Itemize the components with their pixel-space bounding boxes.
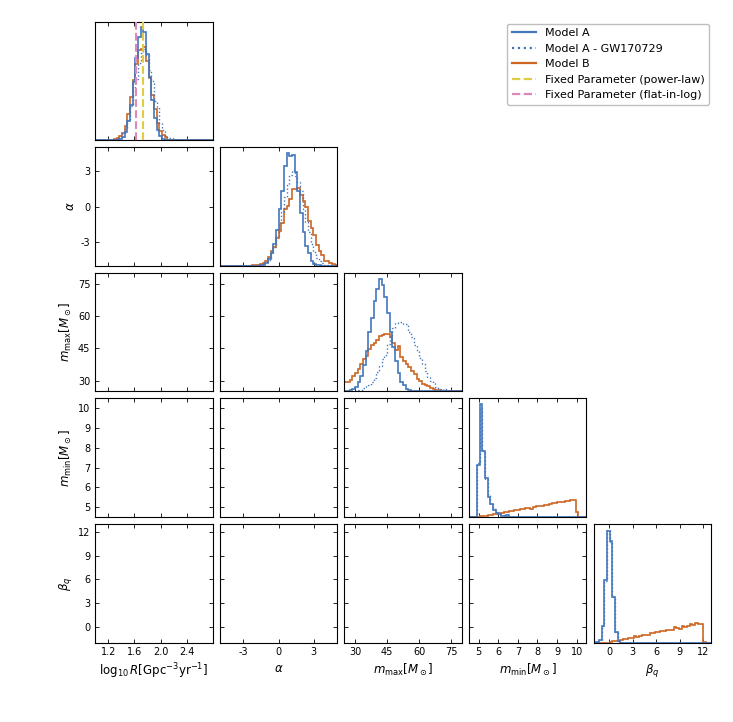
X-axis label: $\alpha$: $\alpha$	[274, 661, 284, 674]
Y-axis label: $m_{\mathrm{min}}[M_\odot]$: $m_{\mathrm{min}}[M_\odot]$	[58, 429, 74, 487]
X-axis label: $\beta_q$: $\beta_q$	[645, 661, 660, 679]
Legend: Model A, Model A - GW170729, Model B, Fixed Parameter (power-law), Fixed Paramet: Model A, Model A - GW170729, Model B, Fi…	[507, 24, 709, 105]
Y-axis label: $\beta_q$: $\beta_q$	[57, 576, 74, 591]
X-axis label: $\log_{10} R[\mathrm{Gpc}^{-3}\mathrm{yr}^{-1}]$: $\log_{10} R[\mathrm{Gpc}^{-3}\mathrm{yr…	[100, 661, 209, 682]
Y-axis label: $m_{\mathrm{max}}[M_\odot]$: $m_{\mathrm{max}}[M_\odot]$	[58, 302, 74, 362]
Y-axis label: $\alpha$: $\alpha$	[64, 201, 77, 212]
X-axis label: $m_{\mathrm{max}}[M_\odot]$: $m_{\mathrm{max}}[M_\odot]$	[373, 661, 433, 678]
X-axis label: $m_{\mathrm{min}}[M_\odot]$: $m_{\mathrm{min}}[M_\odot]$	[498, 661, 557, 678]
